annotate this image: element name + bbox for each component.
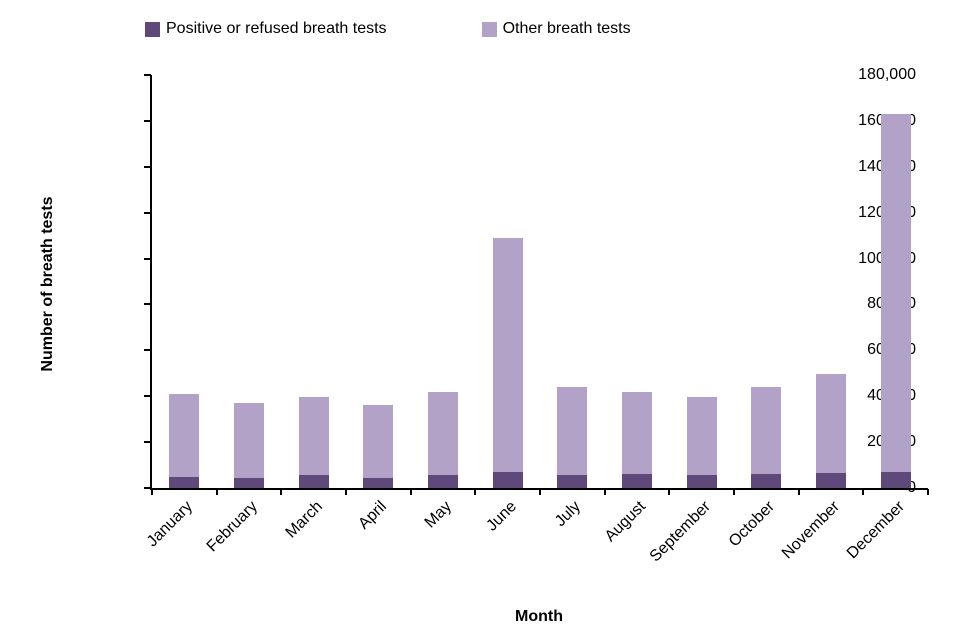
x-tick-label: May (421, 498, 456, 532)
y-tick-mark (144, 395, 151, 398)
bar-segment-positive (557, 475, 588, 488)
y-tick-label: 0 (907, 479, 916, 496)
x-axis-title: Month (515, 608, 563, 625)
bar-segment-positive (686, 475, 717, 488)
x-tick-mark (409, 489, 412, 495)
legend-swatch-other (481, 21, 497, 37)
y-tick-mark (144, 74, 151, 76)
bar-segment-other (492, 237, 523, 472)
bar-segment-other (816, 374, 846, 474)
bar-stack-june (492, 75, 523, 488)
plot-area: 020,00040,00060,00080,000100,000120,0001… (144, 66, 929, 565)
x-tick-label: February (203, 498, 262, 556)
bar-segment-positive (169, 476, 200, 488)
x-tick-label: November (778, 498, 844, 563)
y-tick-mark (144, 303, 151, 306)
x-tick-label: January (144, 498, 197, 551)
x-tick-mark (797, 489, 800, 495)
bar-stack-july (557, 75, 588, 488)
bar-stack-october (751, 75, 782, 488)
legend-label-positive: Positive or refused breath tests (166, 20, 387, 37)
x-tick-mark (668, 489, 671, 495)
x-tick-mark (345, 489, 347, 495)
bar-segment-positive (622, 474, 652, 488)
x-tick-label: April (355, 498, 391, 533)
bar-segment-other (880, 114, 911, 472)
x-tick-label: September (646, 498, 714, 566)
bar-segment-positive (234, 477, 264, 488)
bar-stack-september (686, 75, 717, 488)
y-tick-label: 180,000 (858, 66, 916, 83)
x-tick-mark (539, 489, 541, 495)
x-tick-label: August (601, 498, 650, 546)
y-tick-mark (144, 211, 151, 214)
bar-segment-other (622, 391, 652, 475)
bar-segment-other (363, 405, 394, 478)
y-tick-mark (144, 441, 151, 444)
bar-stack-november (816, 75, 846, 488)
bar-stack-april (363, 75, 394, 488)
legend-item-positive: Positive or refused breath tests (145, 20, 387, 38)
bar-stack-august (622, 75, 652, 488)
x-tick-mark (927, 489, 929, 495)
bar-segment-positive (492, 471, 523, 488)
bar-segment-other (234, 403, 264, 478)
bar-segment-other (298, 397, 329, 476)
legend-item-other: Other breath tests (481, 20, 631, 38)
bar-stack-march (298, 75, 329, 488)
bar-segment-positive (816, 473, 846, 488)
x-tick-mark (862, 489, 865, 495)
x-tick-label: October (726, 498, 779, 551)
legend-label-other: Other breath tests (502, 20, 631, 37)
bar-stack-may (428, 75, 458, 488)
y-tick-mark (144, 349, 151, 352)
x-tick-label: December (843, 498, 908, 563)
bar-stack-december (880, 75, 911, 488)
bar-segment-positive (363, 477, 394, 488)
x-tick-label: March (282, 498, 326, 542)
y-tick-mark (144, 487, 151, 489)
x-tick-mark (280, 489, 283, 495)
bar-segment-other (686, 397, 717, 476)
x-tick-label: July (552, 498, 585, 531)
y-axis-title: Number of breath tests (39, 196, 56, 372)
bar-stack-january (169, 75, 200, 488)
y-tick-mark (144, 165, 151, 168)
x-tick-mark (474, 489, 477, 495)
y-tick-mark (144, 119, 151, 122)
bar-stack-february (234, 75, 264, 488)
bar-segment-positive (428, 475, 458, 488)
y-tick-mark (144, 257, 151, 260)
x-tick-mark (215, 489, 218, 495)
bar-segment-positive (751, 474, 782, 488)
chart-legend: Positive or refused breath tests Other b… (145, 20, 631, 38)
x-tick-mark (733, 489, 735, 495)
x-tick-label: June (483, 498, 520, 535)
bar-segment-positive (880, 471, 911, 488)
bar-segment-other (169, 393, 200, 477)
bar-segment-other (557, 387, 588, 476)
bar-segment-positive (298, 475, 329, 488)
legend-swatch-positive (145, 21, 160, 37)
bar-segment-other (751, 387, 782, 475)
x-tick-mark (151, 489, 153, 495)
bar-segment-other (428, 391, 458, 476)
x-tick-mark (603, 489, 606, 495)
